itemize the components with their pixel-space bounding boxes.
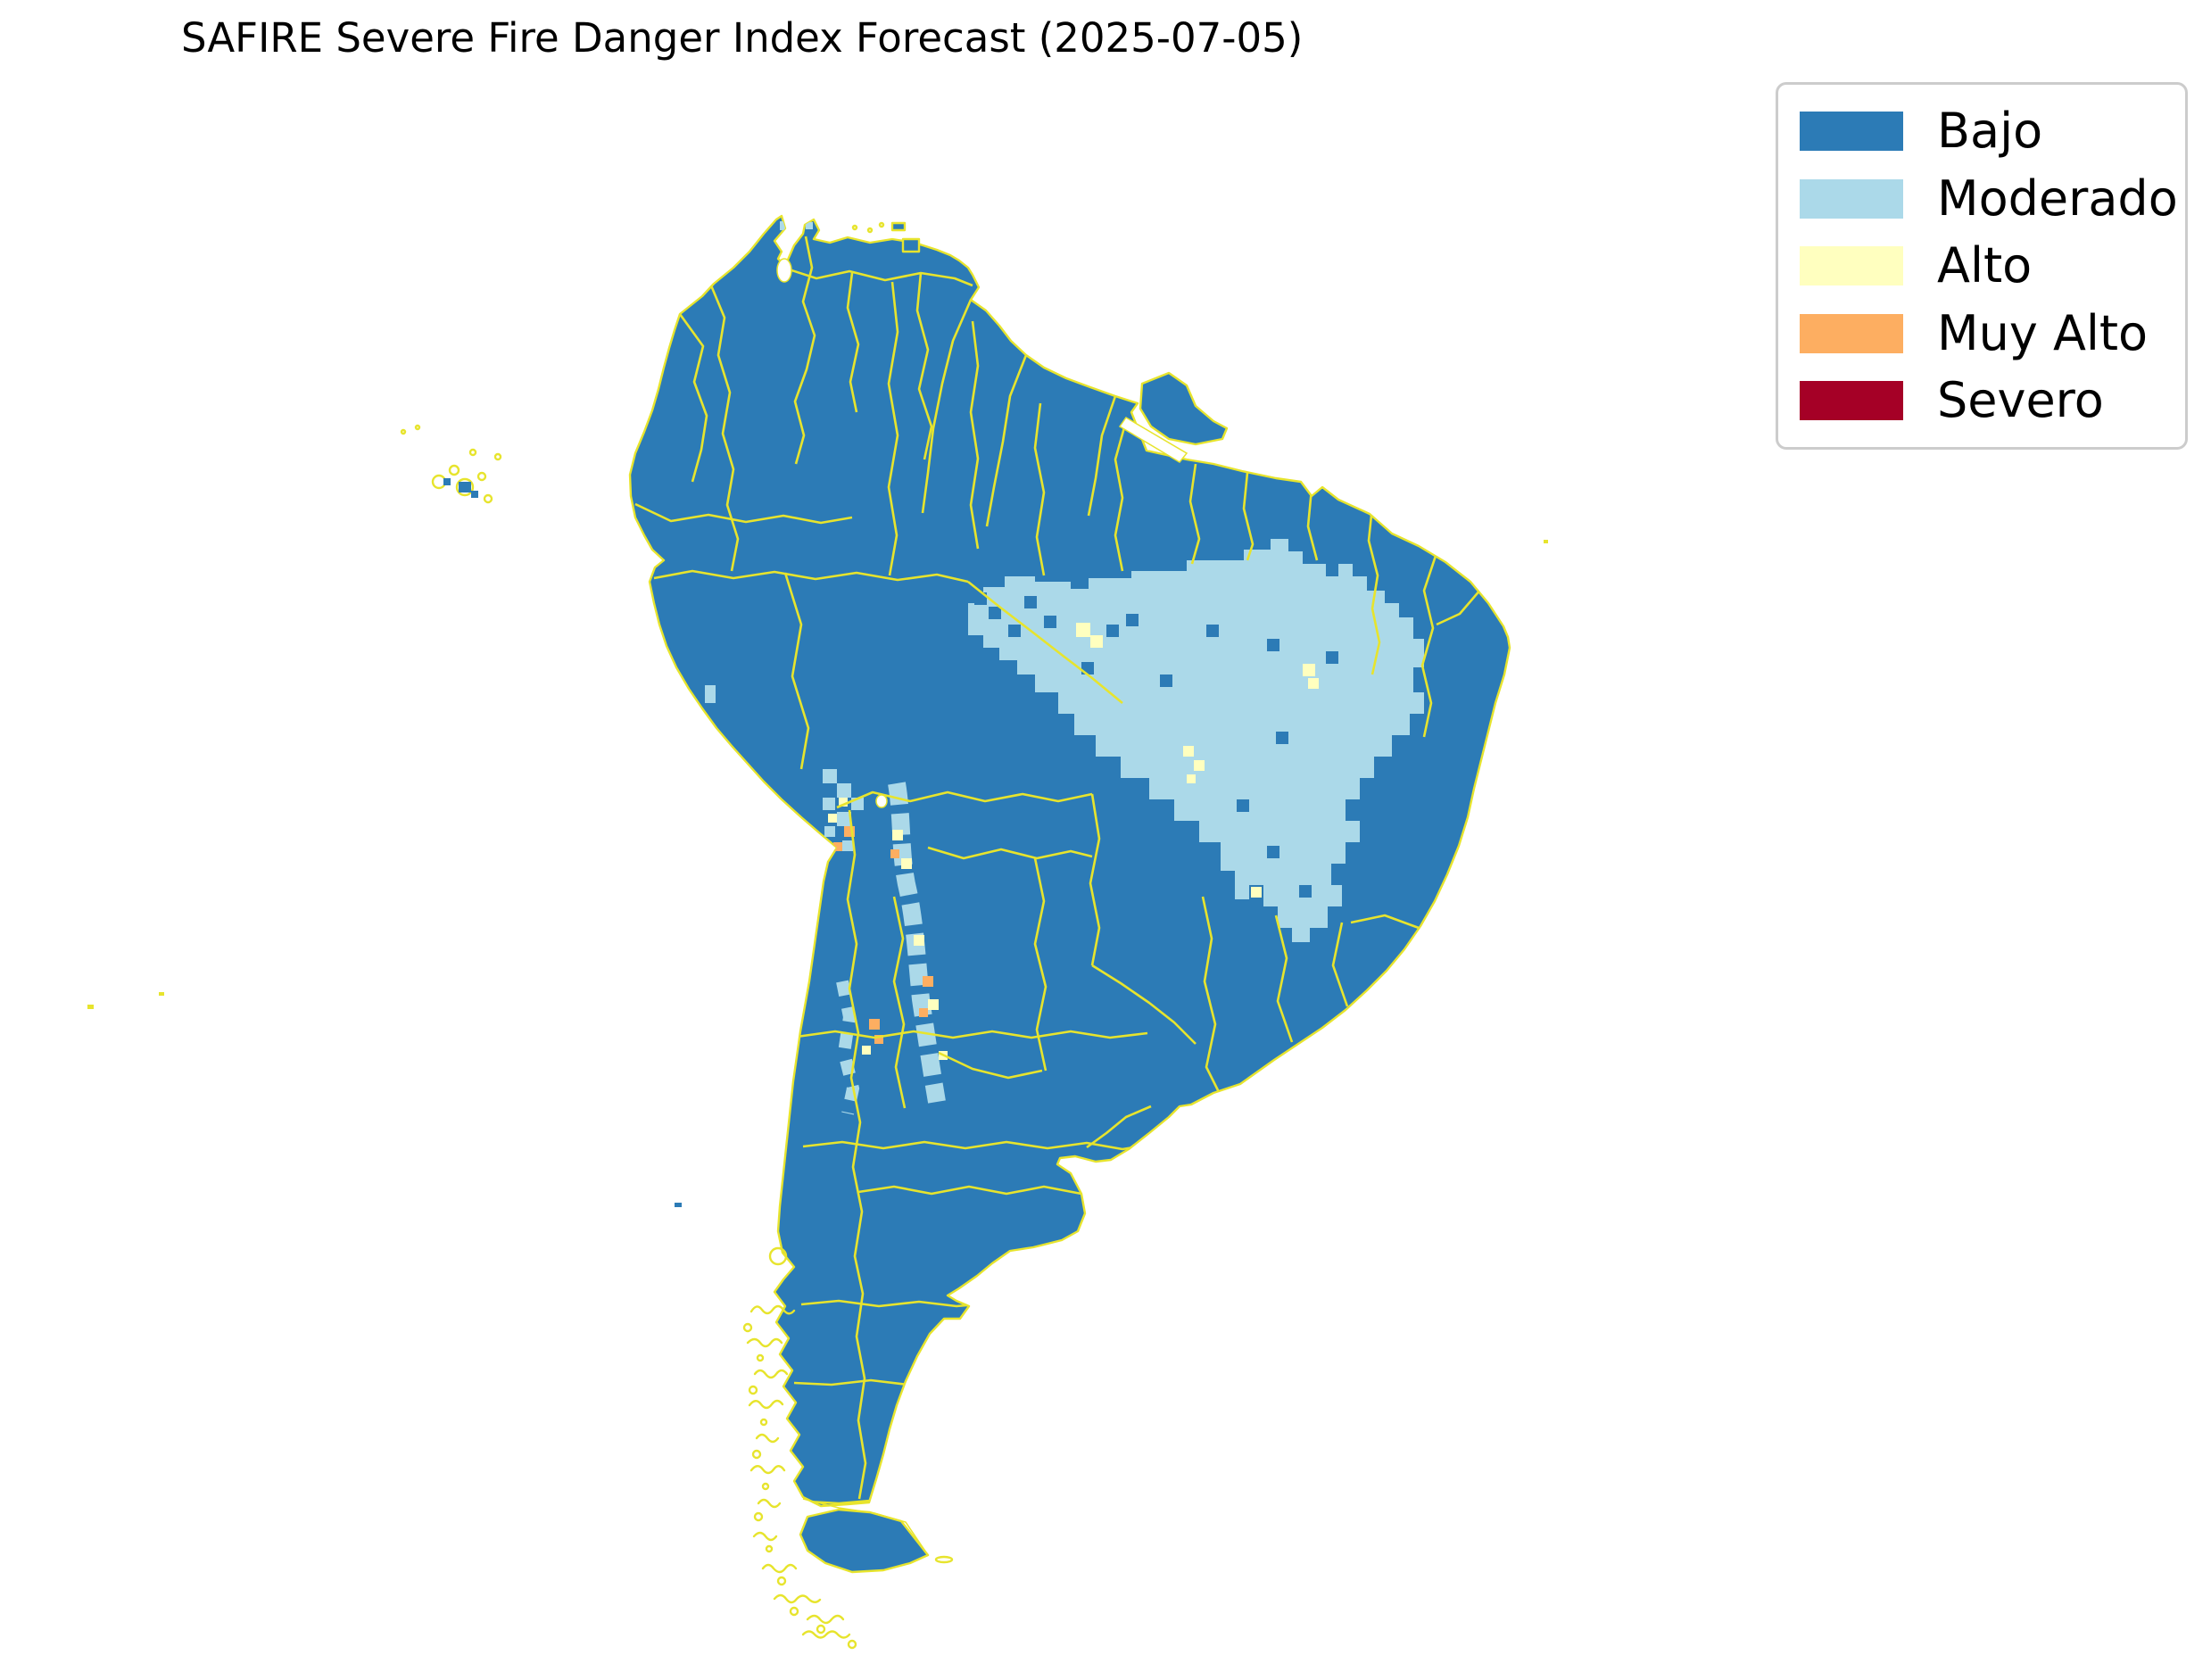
legend-item-moderado: Moderado xyxy=(1800,170,2185,228)
legend-label-severo: Severo xyxy=(1937,372,2104,428)
bajo-holes-in-moderado xyxy=(974,592,1338,898)
island-fills xyxy=(443,478,682,1207)
lake-titicaca xyxy=(875,794,888,808)
legend-swatch-alto xyxy=(1800,246,1903,286)
landmass xyxy=(628,214,1511,1574)
moderado-region-central-brazil xyxy=(968,539,1424,942)
legend-item-muy-alto: Muy Alto xyxy=(1800,305,2185,362)
legend-item-bajo: Bajo xyxy=(1800,103,2185,160)
page-title: SAFIRE Severe Fire Danger Index Forecast… xyxy=(181,14,1304,62)
lake-maracaibo xyxy=(776,258,792,283)
legend-swatch-bajo xyxy=(1800,112,1903,151)
trinidad-island xyxy=(901,237,921,253)
magellan-strait xyxy=(802,1498,927,1553)
margarita-island xyxy=(890,221,907,232)
continent-outline xyxy=(628,214,1511,1508)
legend-item-alto: Alto xyxy=(1800,237,2185,294)
legend-item-severo: Severo xyxy=(1800,372,2185,429)
islands xyxy=(400,221,954,1564)
legend-swatch-muy-alto xyxy=(1800,313,1903,353)
legend-swatch-severo xyxy=(1800,381,1903,420)
legend-label-bajo: Bajo xyxy=(1937,103,2043,159)
amazon-channel xyxy=(1118,417,1188,463)
remote-specks xyxy=(87,540,1548,1009)
galapagos-islands xyxy=(400,424,502,504)
legend-label-moderado: Moderado xyxy=(1937,170,2178,227)
legend: Bajo Moderado Alto Muy Alto Severo xyxy=(1776,82,2188,450)
marajo-island xyxy=(1139,371,1229,446)
chiloe-island xyxy=(768,1246,788,1266)
water-bodies xyxy=(776,258,1188,1553)
legend-label-muy-alto: Muy Alto xyxy=(1937,304,2149,361)
tierra-del-fuego xyxy=(799,1508,930,1574)
legend-label-alto: Alto xyxy=(1937,237,2033,294)
patagonia-fjords xyxy=(742,1304,857,1650)
isla-de-los-estados xyxy=(934,1555,954,1564)
legend-swatch-moderado xyxy=(1800,178,1903,219)
